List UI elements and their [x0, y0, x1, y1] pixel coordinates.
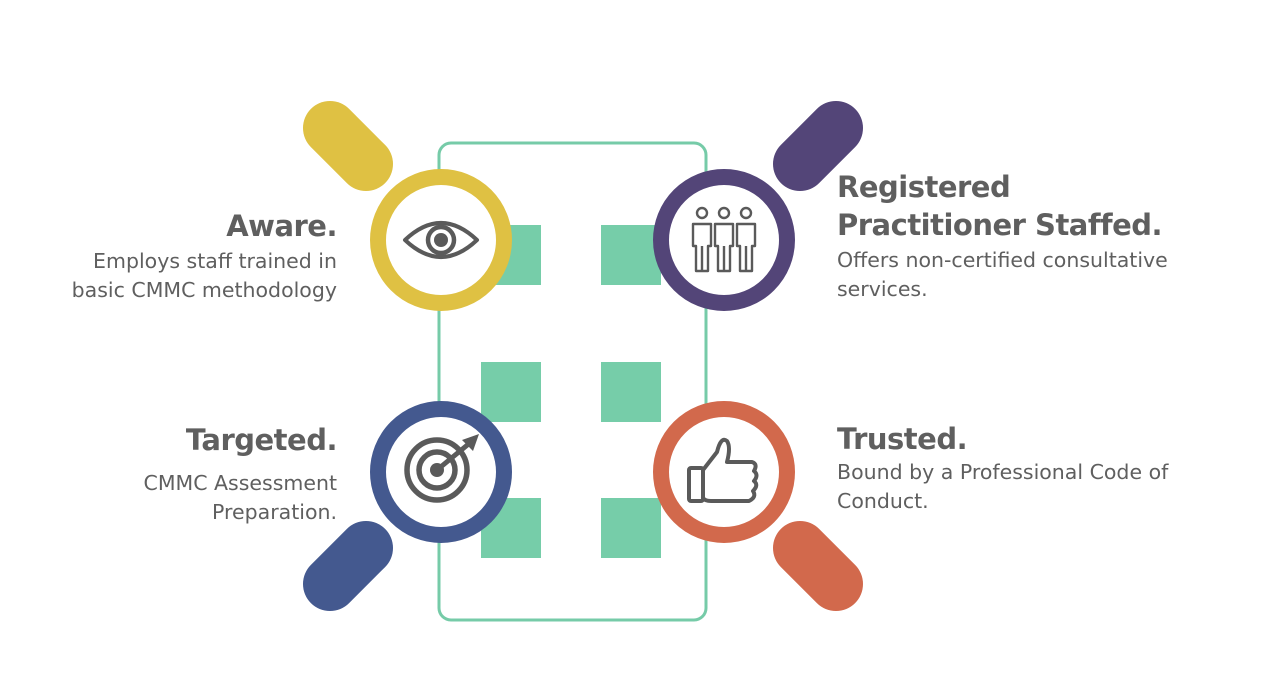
square-bottom-right	[601, 498, 661, 558]
aware-description: Employs staff trained in basic CMMC meth…	[71, 249, 337, 302]
aware-text: Aware. Employs staff trained in basic CM…	[40, 207, 338, 305]
aware-title: Aware.	[226, 209, 337, 243]
target-icon	[404, 434, 479, 503]
square-top-right	[601, 225, 661, 285]
targeted-handle	[303, 521, 393, 611]
targeted-title: Targeted.	[185, 423, 338, 457]
center-frame	[437, 141, 708, 622]
targeted-text: Targeted. CMMC Assessment Preparation.	[100, 421, 338, 527]
square-mid-right	[601, 362, 661, 422]
registered-title: Registered Practitioner Staffed.	[837, 170, 1163, 242]
square-mid-left	[481, 362, 541, 422]
people-icon	[691, 206, 757, 273]
aware-handle	[303, 101, 393, 191]
registered-description: Offers non-certified consultative servic…	[837, 248, 1168, 301]
trusted-title: Trusted.	[837, 422, 968, 456]
trusted-text: Trusted. Bound by a Professional Code of…	[837, 420, 1197, 516]
registered-handle	[773, 101, 863, 191]
center-squares	[481, 225, 661, 558]
eye-icon	[403, 221, 479, 259]
targeted-description: CMMC Assessment Preparation.	[143, 471, 338, 524]
registered-text: Registered Practitioner Staffed. Offers …	[837, 168, 1197, 304]
trusted-ring	[653, 401, 795, 543]
thumbs-up-icon	[687, 437, 759, 503]
trusted-description: Bound by a Professional Code of Conduct.	[837, 460, 1169, 513]
registered-ring	[653, 169, 795, 311]
trusted-handle	[773, 521, 863, 611]
